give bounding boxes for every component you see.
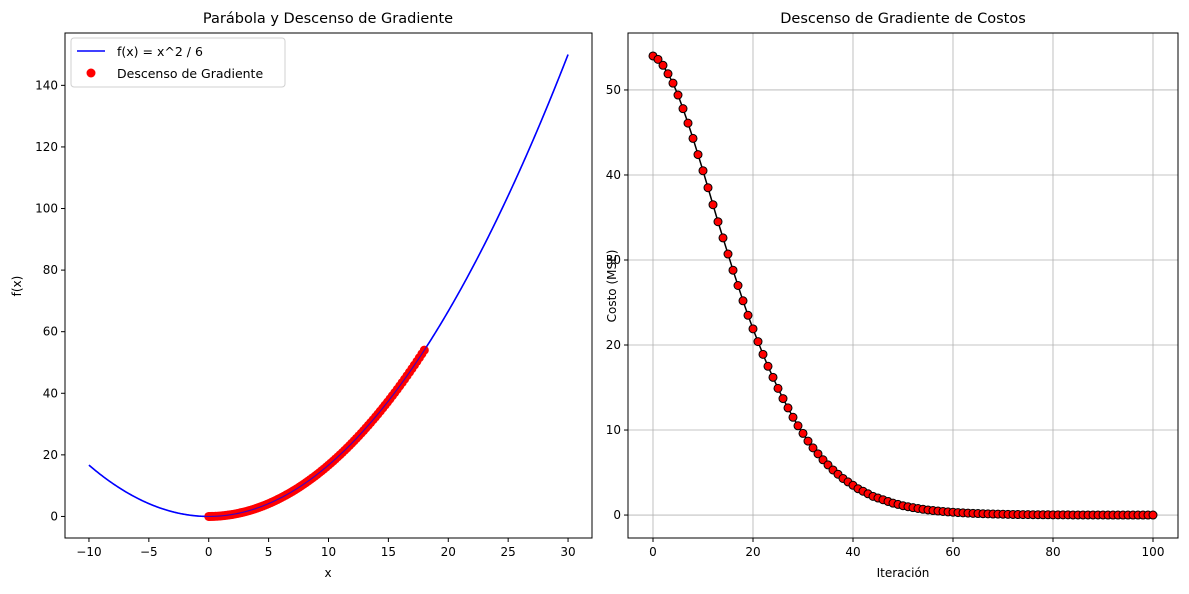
x-tick-label: 20 <box>745 545 760 559</box>
x-tick-label: 40 <box>845 545 860 559</box>
y-tick-label: 120 <box>35 140 58 154</box>
x-tick-label: 30 <box>560 545 575 559</box>
x-tick-label: 25 <box>501 545 516 559</box>
x-tick-label: 15 <box>381 545 396 559</box>
x-tick-label: 100 <box>1142 545 1165 559</box>
left-chart-title: Parábola y Descenso de Gradiente <box>203 11 453 27</box>
legend-label-parabola: f(x) = x^2 / 6 <box>117 44 203 59</box>
y-tick-label: 20 <box>43 448 58 462</box>
cost-point <box>693 150 703 160</box>
parabola-line-overlay <box>88 54 569 518</box>
y-tick-label: 60 <box>43 325 58 339</box>
right-chart-y-label: Costo (MSE) <box>605 250 619 323</box>
cost-point <box>718 233 728 243</box>
right-chart-x-label: Iteración <box>877 566 930 580</box>
right-chart-title: Descenso de Gradiente de Costos <box>780 11 1026 27</box>
cost-point <box>723 249 733 259</box>
cost-point <box>713 217 723 227</box>
cost-point <box>803 436 813 446</box>
cost-point <box>758 349 768 359</box>
x-tick-label: 20 <box>441 545 456 559</box>
cost-point <box>798 428 808 438</box>
cost-point <box>753 337 763 347</box>
y-tick-label: 10 <box>606 423 621 437</box>
cost-point <box>663 69 673 79</box>
x-tick-label: 80 <box>1045 545 1060 559</box>
right-chart-x-ticks: 0 20 40 60 80 100 <box>649 538 1164 559</box>
right-chart-plot-area <box>648 51 1158 520</box>
y-tick-label: 30 <box>606 253 621 267</box>
cost-point <box>778 394 788 404</box>
cost-point <box>748 324 758 334</box>
left-chart-x-label: x <box>324 566 331 580</box>
legend-label-gradient: Descenso de Gradiente <box>117 66 263 81</box>
cost-point <box>698 166 708 176</box>
cost-point <box>763 361 773 371</box>
cost-point <box>793 421 803 431</box>
right-chart-y-ticks: 0 10 20 30 40 50 <box>606 83 628 522</box>
left-chart-parabola: Parábola y Descenso de Gradiente −10 −5 0 5… <box>10 11 593 580</box>
cost-point <box>703 183 713 193</box>
cost-point <box>1148 510 1158 520</box>
x-tick-label: −5 <box>140 545 158 559</box>
cost-point <box>738 296 748 306</box>
y-tick-label: 140 <box>35 78 58 92</box>
x-tick-label: 0 <box>649 545 657 559</box>
cost-point <box>788 412 798 422</box>
cost-point <box>673 90 683 100</box>
x-tick-label: −10 <box>76 545 101 559</box>
cost-point <box>688 133 698 143</box>
cost-point <box>708 200 718 210</box>
cost-point <box>768 372 778 382</box>
cost-point <box>733 281 743 290</box>
y-tick-label: 40 <box>606 168 621 182</box>
legend-frame <box>70 37 286 88</box>
cost-point <box>653 54 663 64</box>
y-tick-label: 0 <box>50 509 58 523</box>
cost-point <box>668 78 678 88</box>
y-tick-label: 0 <box>613 508 621 522</box>
cost-point <box>783 403 793 413</box>
right-chart-frame <box>627 32 1179 539</box>
x-tick-label: 10 <box>321 545 336 559</box>
left-chart-plot-area <box>88 54 569 521</box>
x-tick-label: 60 <box>945 545 960 559</box>
y-tick-label: 80 <box>43 263 58 277</box>
cost-point <box>808 443 818 453</box>
y-tick-label: 40 <box>43 386 58 400</box>
cost-point <box>658 60 668 70</box>
cost-point <box>678 104 688 114</box>
left-chart-x-ticks: −10 −5 0 5 10 15 20 25 30 <box>76 538 576 559</box>
left-chart-y-ticks: 0 20 40 60 80 100 120 140 <box>35 78 65 523</box>
y-tick-label: 50 <box>606 83 621 97</box>
cost-point <box>813 449 823 459</box>
x-tick-label: 0 <box>205 545 213 559</box>
left-chart-y-label: f(x) <box>10 276 24 297</box>
left-chart-legend: f(x) = x^2 / 6 Descenso de Gradiente <box>70 37 286 88</box>
y-tick-label: 100 <box>35 202 58 216</box>
legend-scatter-swatch <box>86 68 96 78</box>
cost-point <box>728 265 738 275</box>
cost-point <box>683 118 693 128</box>
y-tick-label: 20 <box>606 338 621 352</box>
cost-point <box>773 383 783 393</box>
cost-point <box>743 310 753 320</box>
x-tick-label: 5 <box>265 545 273 559</box>
right-chart-cost: Descenso de Gradiente de Costos 0 20 40 60 8… <box>605 11 1179 580</box>
